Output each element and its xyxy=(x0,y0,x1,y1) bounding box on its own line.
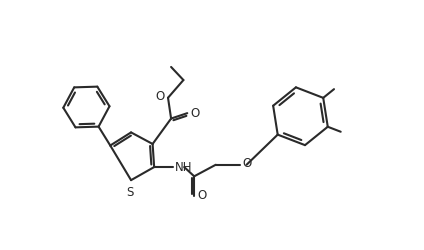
Text: S: S xyxy=(126,186,133,198)
Text: NH: NH xyxy=(175,160,192,173)
Text: O: O xyxy=(190,107,200,120)
Text: O: O xyxy=(197,189,206,202)
Text: O: O xyxy=(243,157,252,170)
Text: O: O xyxy=(156,90,165,103)
